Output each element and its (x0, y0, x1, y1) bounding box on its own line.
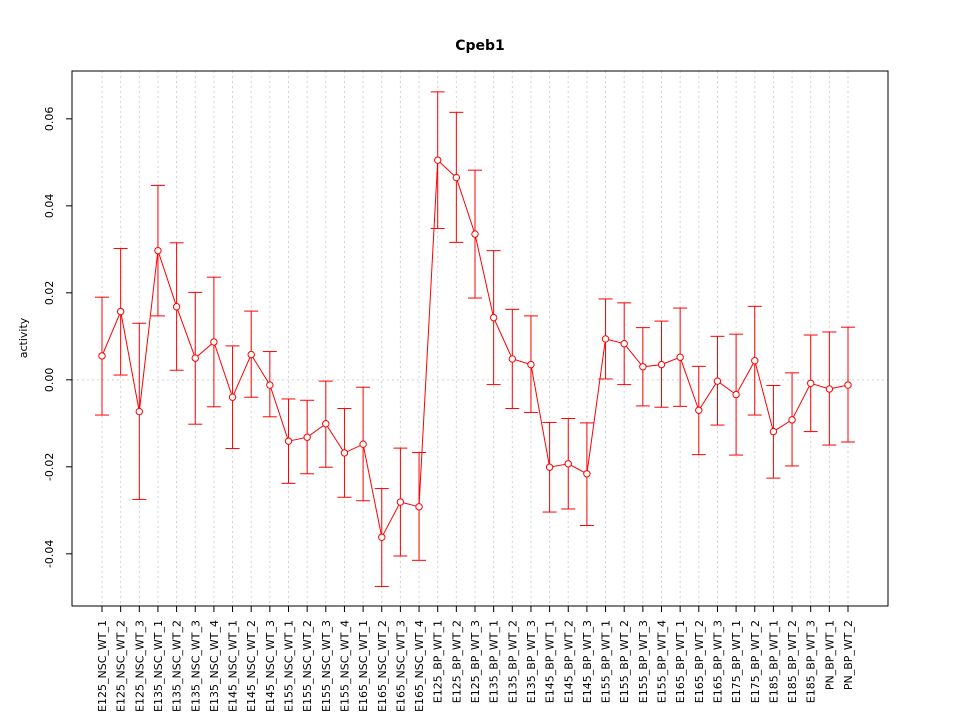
x-tick-label: E155_NSC_WT_3 (320, 620, 333, 712)
x-tick-label: E155_BP_WT_2 (618, 620, 631, 703)
y-tick-label: -0.04 (43, 540, 56, 568)
data-point (769, 427, 778, 436)
data-point (639, 363, 647, 371)
data-point (489, 313, 498, 322)
x-tick-label: E145_BP_WT_3 (581, 620, 594, 703)
y-tick-label: 0.04 (43, 194, 56, 219)
data-point (266, 381, 274, 389)
x-tick-label: E135_BP_WT_2 (506, 620, 519, 703)
data-point (452, 173, 461, 182)
plot-frame (71, 70, 889, 607)
data-point (527, 360, 535, 369)
chart-title: Cpeb1 (455, 38, 505, 54)
data-point (116, 307, 125, 316)
data-point (303, 433, 311, 441)
data-point (657, 360, 666, 369)
data-point (751, 356, 759, 365)
y-tick-label: -0.02 (43, 453, 56, 481)
data-point (434, 156, 442, 164)
x-tick-label: E125_NSC_WT_2 (115, 620, 128, 712)
x-tick-label: E155_BP_WT_3 (637, 620, 650, 703)
y-axis-label: activity (17, 317, 30, 358)
data-point (825, 385, 834, 393)
x-tick-label: E185_BP_WT_3 (805, 620, 818, 703)
x-tick-label: E145_BP_WT_1 (544, 620, 557, 703)
x-tick-label: E145_BP_WT_2 (562, 620, 575, 703)
series-layer (95, 91, 855, 587)
data-point (807, 379, 815, 388)
data-point (154, 246, 162, 255)
data-point (545, 463, 554, 471)
data-point (359, 440, 367, 448)
data-point (98, 352, 106, 360)
x-tick-label: E175_BP_WT_2 (749, 620, 762, 703)
x-tick-label: E155_BP_WT_4 (656, 620, 669, 703)
x-tick-label: E135_NSC_WT_3 (189, 620, 202, 712)
y-tick-label: 0.00 (43, 368, 56, 393)
x-tick-label: E165_NSC_WT_2 (376, 620, 389, 712)
data-point (135, 407, 144, 416)
data-point (676, 353, 684, 361)
x-tick-label: E155_BP_WT_1 (600, 620, 613, 703)
x-tick-label: E155_NSC_WT_1 (283, 620, 296, 712)
x-tick-label: E125_NSC_WT_1 (96, 620, 109, 712)
x-tick-label: E165_BP_WT_3 (711, 620, 724, 703)
data-point (471, 230, 479, 238)
x-tick-label: E185_BP_WT_1 (767, 620, 780, 703)
x-tick-label: E185_BP_WT_2 (786, 620, 799, 703)
data-point (601, 335, 610, 343)
data-point (788, 416, 796, 424)
x-tick-label: E125_BP_WT_1 (432, 620, 445, 703)
data-point (172, 303, 181, 311)
x-tick-label: E155_NSC_WT_4 (338, 620, 351, 712)
data-point (732, 390, 740, 399)
data-point (583, 470, 591, 478)
x-tick-label: PN_BP_WT_2 (842, 620, 855, 690)
data-point (340, 449, 349, 457)
data-point (191, 354, 199, 362)
x-tick-label: E125_BP_WT_2 (450, 620, 463, 703)
x-tick-label: E165_BP_WT_1 (674, 620, 687, 703)
x-tick-label: E165_BP_WT_2 (693, 620, 706, 703)
data-point (396, 498, 405, 506)
x-tick-label: E175_BP_WT_1 (730, 620, 743, 703)
data-point (713, 377, 722, 385)
data-point (695, 406, 703, 414)
data-point (284, 437, 293, 445)
x-tick-label: E135_NSC_WT_1 (152, 620, 165, 712)
x-tick-label: E145_NSC_WT_2 (245, 620, 258, 712)
x-tick-label: E165_NSC_WT_3 (394, 620, 407, 712)
x-tick-label: PN_BP_WT_1 (823, 620, 836, 690)
data-point (415, 503, 423, 511)
y-tick-label: 0.02 (43, 281, 56, 306)
x-tick-label: E165_NSC_WT_4 (413, 620, 426, 712)
data-point (620, 340, 628, 348)
data-point (322, 420, 330, 428)
data-point (508, 355, 516, 363)
x-tick-label: E135_NSC_WT_2 (171, 620, 184, 712)
data-point (228, 393, 237, 401)
data-point (378, 533, 386, 541)
axis-layer: -0.04 -0.02 0.00 0.02 0.04 0.06 E125_NSC_WT_1 E… (43, 107, 855, 712)
x-tick-label: E135_BP_WT_3 (525, 620, 538, 703)
x-tick-label: E125_BP_WT_3 (469, 620, 482, 703)
x-tick-label: E165_NSC_WT_1 (357, 620, 370, 712)
x-tick-label: E145_NSC_WT_1 (227, 620, 240, 712)
x-tick-label: E125_NSC_WT_3 (133, 620, 146, 712)
x-tick-label: E145_NSC_WT_3 (264, 620, 277, 712)
x-tick-label: E135_BP_WT_1 (488, 620, 501, 703)
y-tick-label: 0.06 (43, 107, 56, 131)
data-point (564, 460, 572, 468)
data-point (247, 350, 255, 359)
data-point (210, 338, 218, 346)
x-tick-label: E135_NSC_WT_4 (208, 620, 221, 712)
x-tick-label: E155_NSC_WT_2 (301, 620, 314, 712)
data-point (844, 381, 852, 389)
